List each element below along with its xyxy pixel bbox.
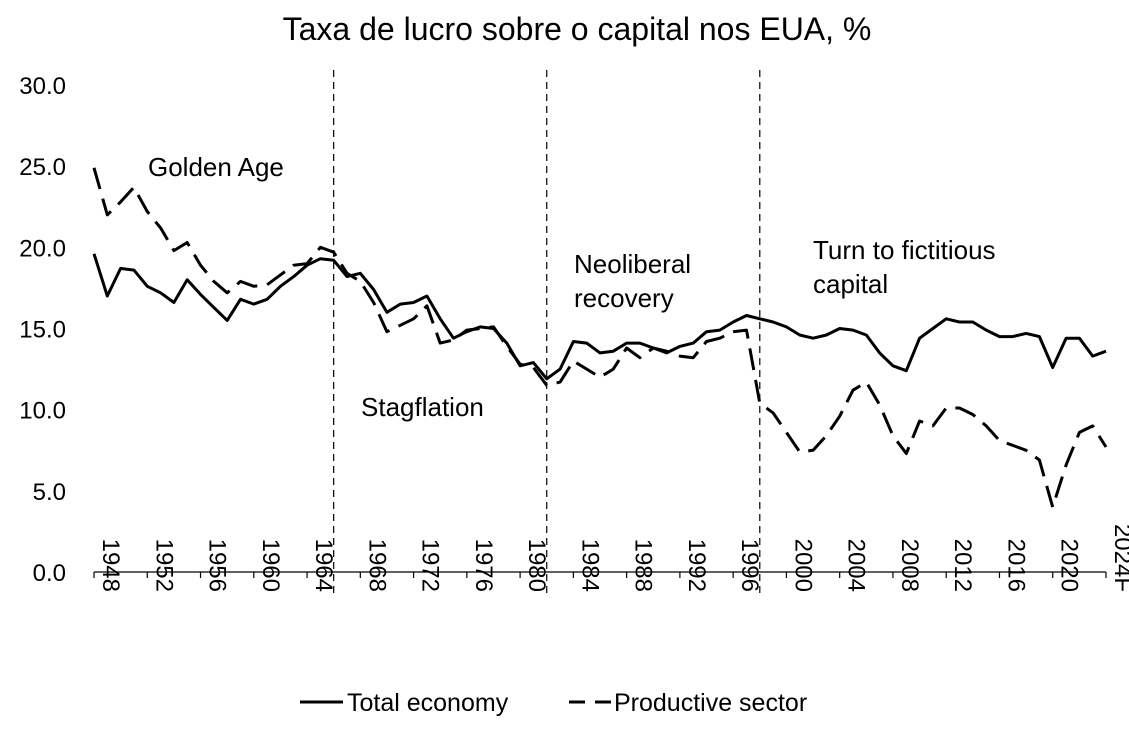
x-tick-label: 1948: [97, 539, 124, 592]
y-tick-label: 20.0: [19, 235, 66, 262]
x-tick-label: 1984: [576, 539, 603, 592]
x-tick-label: 1964: [310, 539, 337, 592]
chart-title: Taxa de lucro sobre o capital nos EUA, %: [283, 11, 872, 47]
legend-label-total-economy: Total economy: [347, 689, 509, 717]
x-tick-label: 1996: [736, 539, 763, 592]
x-tick-label: 1980: [523, 539, 550, 592]
x-tick-label: 1968: [363, 539, 390, 592]
period-annotation: Stagflation: [361, 392, 484, 422]
x-tick-label: 1960: [257, 539, 284, 592]
period-annotation-line: Neoliberal: [574, 249, 691, 279]
period-annotation-line: Stagflation: [361, 392, 484, 422]
period-annotations: Golden Age Stagflation Neoliberal recovery T…: [148, 152, 996, 422]
x-tick-label: 2000: [789, 539, 816, 592]
x-tick-label: 2020: [1056, 539, 1083, 592]
legend-label-productive-sector: Productive sector: [614, 689, 807, 717]
y-tick-label: 10.0: [19, 398, 66, 425]
period-annotation-line: recovery: [574, 283, 674, 313]
series-lines: [92, 167, 1108, 509]
period-annotation-line: Turn to fictitious: [813, 235, 996, 265]
series-line-total-economy: [92, 253, 1107, 381]
y-tick-label: 15.0: [19, 317, 66, 344]
period-annotation: Turn to fictitious capital: [813, 235, 996, 299]
y-tick-label: 0.0: [33, 560, 66, 587]
x-tick-label: 1976: [470, 539, 497, 592]
period-annotation-line: Golden Age: [148, 152, 284, 182]
period-annotation: Golden Age: [148, 152, 284, 182]
x-tick-label: 2012: [949, 539, 976, 592]
y-tick-label: 5.0: [33, 479, 66, 506]
x-tick-label: 1956: [204, 539, 231, 592]
x-tick-labels: 1948 1952 1956 1960 1964 1968 1972 1976 1980 1984…: [93, 524, 1129, 592]
x-tick-label: 2016: [1002, 539, 1029, 592]
x-tick-label: 2004: [843, 539, 870, 592]
x-tick-label: 2008: [896, 539, 923, 592]
y-tick-label: 30.0: [19, 73, 66, 100]
legend: Total economy Productive sector: [300, 689, 807, 717]
x-tick-label: 1988: [630, 539, 657, 592]
period-annotation-line: capital: [813, 269, 888, 299]
period-annotation: Neoliberal recovery: [574, 249, 691, 313]
x-tick-label: 1952: [150, 539, 177, 592]
series-line-productive-sector: [92, 167, 1108, 509]
x-tick-label: 1992: [683, 539, 710, 592]
x-tick-label: 1972: [417, 539, 444, 592]
x-tick-label: 2024F: [1109, 524, 1129, 592]
y-tick-label: 25.0: [19, 154, 66, 181]
y-tick-labels: 0.0 5.0 10.0 15.0 20.0 25.0 30.0: [19, 73, 66, 587]
period-dividers: [333, 70, 761, 598]
